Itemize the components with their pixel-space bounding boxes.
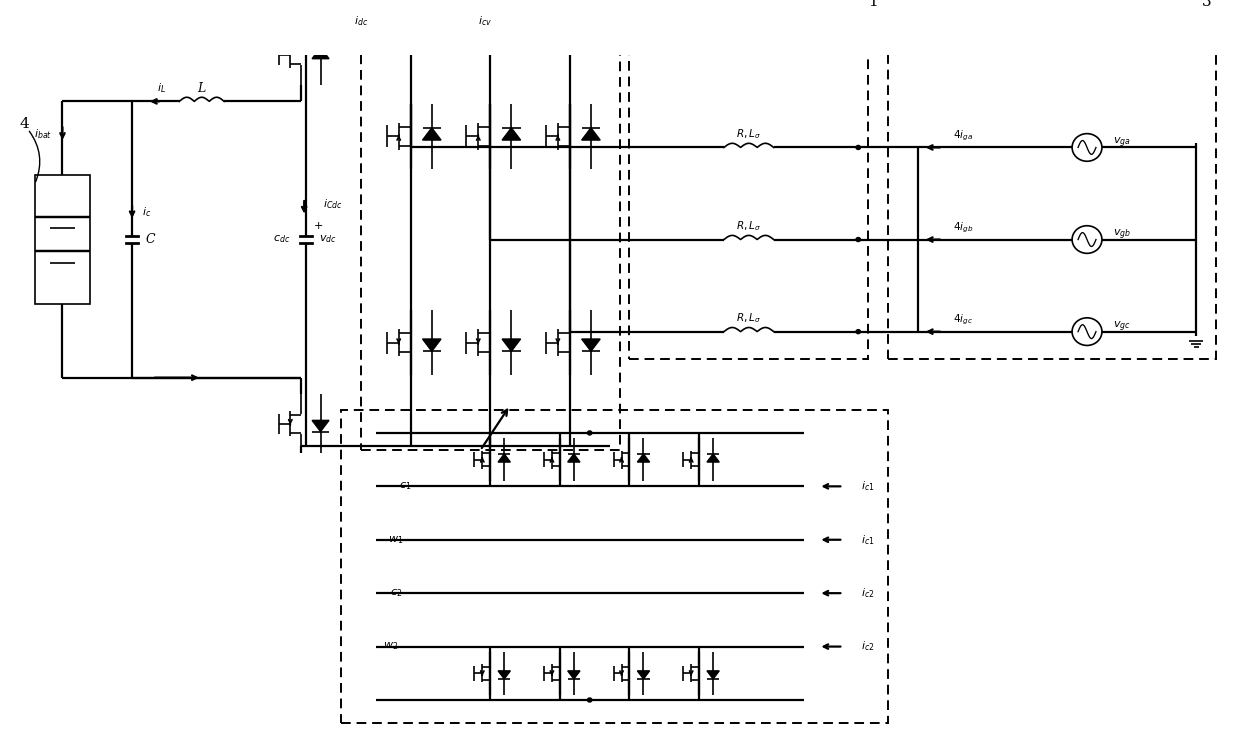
Text: $i_{c2}$: $i_{c2}$ xyxy=(861,639,875,653)
Text: C: C xyxy=(145,233,155,246)
Text: $i_{cv}$: $i_{cv}$ xyxy=(478,15,492,28)
Polygon shape xyxy=(422,339,441,351)
Polygon shape xyxy=(637,454,649,462)
Text: $c_{dc}$: $c_{dc}$ xyxy=(273,234,290,245)
Text: 4: 4 xyxy=(20,118,30,132)
Text: $i_{bat}$: $i_{bat}$ xyxy=(33,126,52,140)
Text: $i_c$: $i_c$ xyxy=(142,205,151,219)
Text: $v_{ga}$: $v_{ga}$ xyxy=(1113,136,1131,150)
Text: $i_{c1}$: $i_{c1}$ xyxy=(861,479,875,493)
Polygon shape xyxy=(498,671,510,679)
Text: $i_{c2}$: $i_{c2}$ xyxy=(861,587,875,600)
Text: $w_1$: $w_1$ xyxy=(388,534,404,545)
Text: $c_2$: $c_2$ xyxy=(389,587,401,599)
Text: $c_1$: $c_1$ xyxy=(399,481,411,492)
Polygon shape xyxy=(567,454,580,462)
Polygon shape xyxy=(707,671,720,679)
Bar xyxy=(35,175,90,304)
Polygon shape xyxy=(707,454,720,462)
Polygon shape xyxy=(637,671,649,679)
Text: $R, L_\sigma$: $R, L_\sigma$ xyxy=(736,126,761,140)
Polygon shape xyxy=(502,128,520,140)
Bar xyxy=(888,29,1217,359)
Text: 1: 1 xyxy=(869,0,878,9)
Polygon shape xyxy=(567,671,580,679)
Circle shape xyxy=(856,146,860,149)
Polygon shape xyxy=(581,128,600,140)
Text: $v_{gb}$: $v_{gb}$ xyxy=(1113,228,1131,242)
Text: $i_{c1}$: $i_{c1}$ xyxy=(861,533,875,547)
Text: +: + xyxy=(313,220,323,231)
Bar xyxy=(341,410,888,723)
Text: $i_{Cdc}$: $i_{Cdc}$ xyxy=(323,198,343,212)
Text: $4i_{ga}$: $4i_{ga}$ xyxy=(953,129,973,143)
Text: $R, L_\sigma$: $R, L_\sigma$ xyxy=(736,219,761,232)
Bar xyxy=(361,29,620,451)
Text: $R, L_\sigma$: $R, L_\sigma$ xyxy=(736,311,761,325)
Text: $w_2$: $w_2$ xyxy=(383,641,398,653)
Circle shape xyxy=(587,431,592,435)
Polygon shape xyxy=(498,454,510,462)
Polygon shape xyxy=(422,128,441,140)
Text: L: L xyxy=(197,82,206,95)
Circle shape xyxy=(587,698,592,702)
Polygon shape xyxy=(502,339,520,351)
Circle shape xyxy=(856,237,860,242)
Polygon shape xyxy=(312,420,330,431)
Text: 3: 3 xyxy=(1202,0,1212,9)
Bar xyxy=(629,29,869,359)
Text: $4i_{gc}$: $4i_{gc}$ xyxy=(953,312,973,327)
Text: $v_{dc}$: $v_{dc}$ xyxy=(320,234,337,245)
Text: $4i_{gb}$: $4i_{gb}$ xyxy=(953,220,973,234)
Text: $v_{gc}$: $v_{gc}$ xyxy=(1113,320,1131,334)
Polygon shape xyxy=(312,48,330,59)
Polygon shape xyxy=(581,339,600,351)
Circle shape xyxy=(856,329,860,334)
Text: $i_{dc}$: $i_{dc}$ xyxy=(354,15,368,28)
Text: $i_L$: $i_L$ xyxy=(157,82,166,96)
